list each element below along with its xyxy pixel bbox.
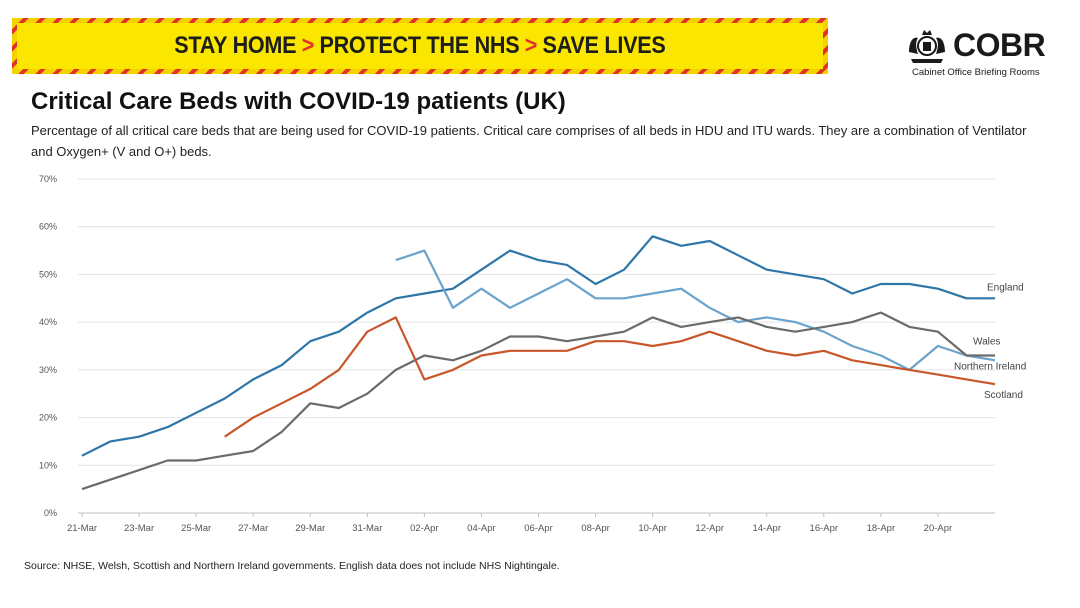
- x-tick-label: 27-Mar: [238, 523, 268, 534]
- page-subtitle: Percentage of all critical care beds tha…: [31, 123, 1027, 159]
- y-tick-label: 50%: [39, 269, 57, 279]
- slogan-text: STAY HOME > PROTECT THE NHS > SAVE LIVES: [174, 32, 665, 60]
- x-tick-label: 20-Apr: [924, 523, 953, 534]
- series-line-scotland: [224, 316, 996, 438]
- logo-wordmark: COBR: [953, 27, 1046, 63]
- x-tick-label: 04-Apr: [467, 523, 496, 534]
- slogan-part-save-lives: SAVE LIVES: [542, 32, 666, 59]
- x-tick-label: 02-Apr: [410, 523, 439, 534]
- series-label-wales: Wales: [973, 337, 1000, 348]
- x-tick-label: 16-Apr: [810, 523, 839, 534]
- slogan-banner: STAY HOME > PROTECT THE NHS > SAVE LIVES: [12, 18, 828, 74]
- y-tick-label: 20%: [39, 413, 57, 423]
- slogan-arrow-2: >: [524, 32, 538, 59]
- y-tick-label: 0%: [44, 508, 57, 518]
- x-tick-label: 31-Mar: [352, 523, 382, 534]
- x-tick-label: 06-Apr: [524, 523, 553, 534]
- slogan-arrow-1: >: [301, 32, 315, 59]
- x-tick-label: 29-Mar: [295, 523, 325, 534]
- series-line-northern-ireland: [395, 249, 996, 371]
- source-note: Source: NHSE, Welsh, Scottish and Northe…: [24, 560, 560, 572]
- x-tick-label: 12-Apr: [695, 523, 724, 534]
- line-chart: 0% 10% 20% 30% 40% 50% 60% 70% 21-Mar 23-Mar 25-Ma…: [39, 174, 1026, 534]
- y-tick-label: 30%: [39, 365, 57, 375]
- page-title: Critical Care Beds with COVID-19 patient…: [31, 88, 566, 115]
- series-line-england: [81, 235, 995, 457]
- x-tick-label: 21-Mar: [67, 523, 97, 534]
- x-tick-label: 14-Apr: [752, 523, 781, 534]
- x-tick-label: 10-Apr: [638, 523, 667, 534]
- x-tick-label: 18-Apr: [867, 523, 896, 534]
- royal-crest-icon: [909, 30, 945, 63]
- series-label-scotland: Scotland: [984, 390, 1023, 401]
- y-tick-label: 10%: [39, 460, 57, 470]
- x-tick-label: 23-Mar: [124, 523, 154, 534]
- slogan-part-protect-nhs: PROTECT THE NHS: [319, 32, 520, 59]
- x-tick-label: 25-Mar: [181, 523, 211, 534]
- x-tick-label: 08-Apr: [581, 523, 610, 534]
- y-tick-label: 60%: [39, 222, 57, 232]
- slogan-part-stay-home: STAY HOME: [174, 32, 297, 59]
- logo-subtitle: Cabinet Office Briefing Rooms: [912, 67, 1040, 78]
- series-label-northern-ireland: Northern Ireland: [954, 361, 1026, 372]
- cobr-logo: COBR Cabinet Office Briefing Rooms: [905, 26, 1065, 86]
- y-tick-label: 40%: [39, 317, 57, 327]
- series-label-england: England: [987, 282, 1024, 293]
- series-line-wales: [81, 311, 995, 491]
- y-tick-label: 70%: [39, 174, 57, 184]
